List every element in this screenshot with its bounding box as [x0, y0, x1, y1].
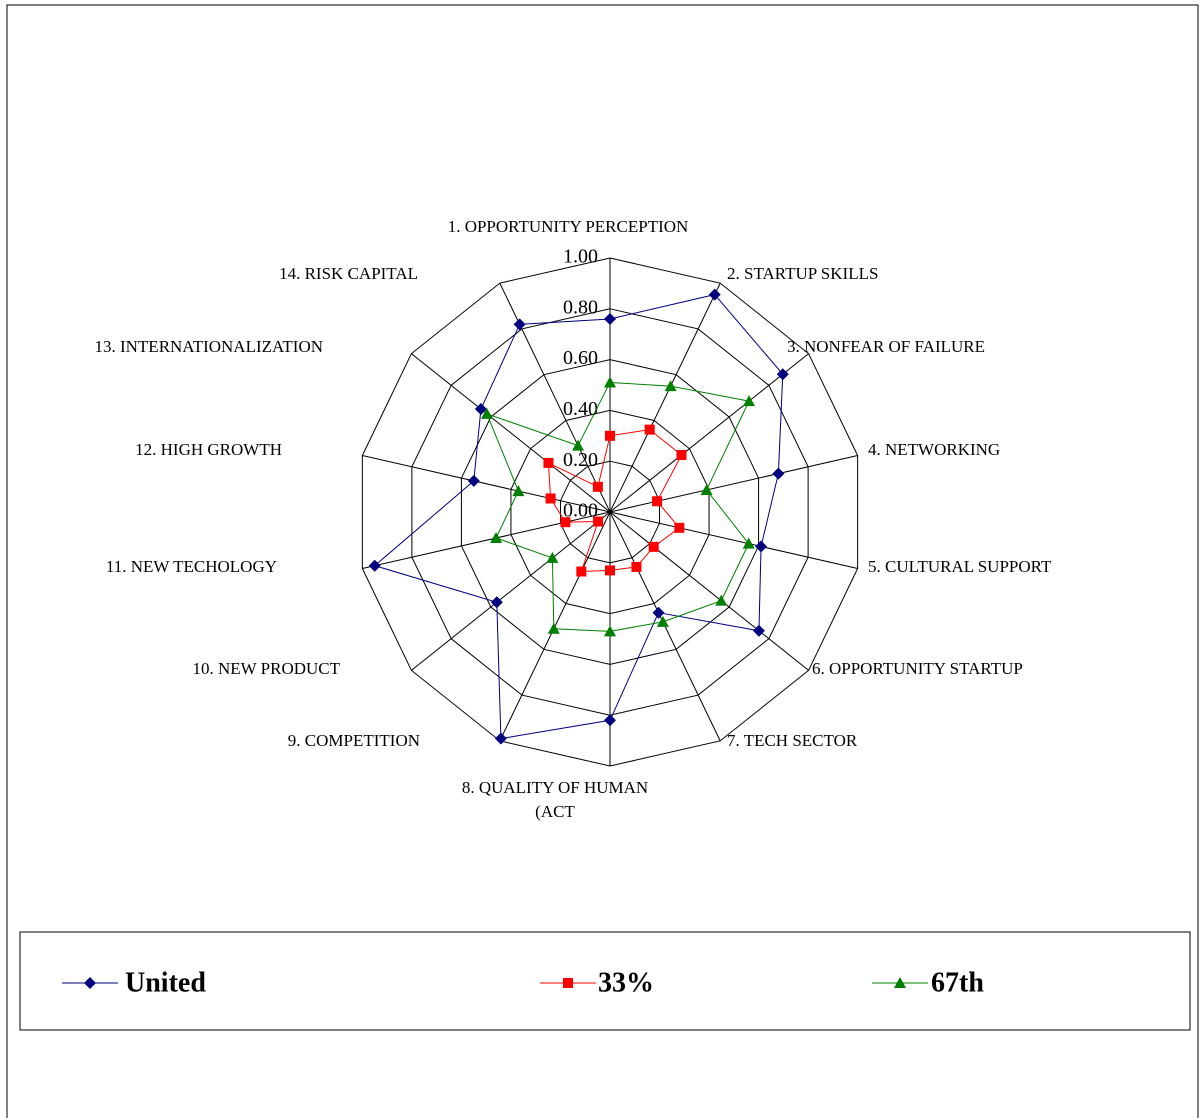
- spoke: [609, 511, 809, 671]
- y-tick-label: 0.40: [563, 398, 598, 420]
- data-point: [652, 606, 665, 619]
- data-point: [743, 395, 756, 407]
- spoke: [411, 353, 611, 513]
- data-point: [467, 474, 480, 487]
- category-label: 4. NETWORKING: [868, 440, 1000, 459]
- spoke: [609, 282, 721, 513]
- data-point: [593, 516, 604, 527]
- category-label-box: 8. QUALITY OF HUMAN (ACT: [461, 778, 649, 821]
- data-point: [560, 517, 571, 528]
- data-point: [480, 407, 493, 419]
- category-label: 5. CULTURAL SUPPORT: [868, 557, 1052, 576]
- data-point: [644, 424, 655, 435]
- y-tick-label: 0.60: [563, 347, 598, 369]
- data-point: [708, 288, 721, 301]
- data-point: [546, 551, 559, 563]
- data-point: [715, 594, 728, 606]
- spoke: [411, 511, 611, 671]
- data-point: [368, 559, 381, 572]
- data-point: [592, 481, 603, 492]
- data-point: [894, 977, 906, 988]
- data-point: [490, 531, 503, 543]
- legend-box: [19, 931, 1191, 1031]
- spoke: [609, 454, 858, 513]
- category-label: 10. NEW PRODUCT: [193, 659, 341, 678]
- data-point: [652, 496, 663, 507]
- legend-label: 33%: [598, 967, 654, 998]
- data-point: [490, 596, 503, 609]
- legend-label: 67th: [931, 967, 984, 998]
- data-point: [513, 318, 526, 331]
- category-label: 14. RISK CAPITAL: [279, 264, 418, 283]
- data-point: [776, 368, 789, 381]
- data-point: [604, 714, 616, 727]
- data-point: [543, 457, 554, 468]
- data-point: [755, 540, 768, 553]
- data-point: [752, 624, 765, 637]
- data-point: [563, 978, 573, 988]
- data-point: [494, 732, 507, 745]
- category-label: 3. NONFEAR OF FAILURE: [787, 337, 985, 356]
- data-point: [512, 485, 525, 497]
- data-point: [604, 376, 616, 388]
- data-point: [648, 541, 659, 552]
- y-tick-label: 0.00: [563, 500, 598, 522]
- data-point: [700, 483, 713, 495]
- spoke: [362, 454, 611, 513]
- data-point: [674, 522, 685, 533]
- category-label: 11. NEW TECHOLOGY: [106, 557, 277, 576]
- category-label: 2. STARTUP SKILLS: [727, 264, 878, 283]
- category-label: 7. TECH SECTOR: [727, 731, 858, 750]
- y-tick-label: 0.20: [563, 449, 598, 471]
- y-tick-label: 0.80: [563, 296, 598, 318]
- data-point: [547, 622, 560, 634]
- data-point: [576, 566, 587, 577]
- category-label: 12. HIGH GROWTH: [135, 440, 282, 459]
- spoke: [609, 511, 858, 570]
- category-label: 13. INTERNATIONALIZATION: [94, 337, 323, 356]
- data-point: [631, 561, 642, 572]
- data-point: [742, 537, 755, 549]
- data-point: [605, 565, 615, 576]
- legend-label: United: [125, 967, 206, 998]
- data-point: [664, 380, 677, 392]
- y-tick-label: 1.00: [563, 246, 598, 268]
- category-label: 6. OPPORTUNITY STARTUP: [812, 659, 1023, 678]
- data-point: [772, 467, 785, 480]
- category-label: 9. COMPETITION: [288, 731, 420, 750]
- category-label: 8. QUALITY OF HUMAN (ACT: [461, 778, 649, 821]
- data-point: [676, 449, 687, 460]
- spoke: [609, 353, 809, 513]
- category-label: 1. OPPORTUNITY PERCEPTION: [448, 217, 689, 236]
- data-point: [604, 312, 616, 325]
- data-point: [604, 625, 616, 637]
- data-point: [84, 977, 96, 989]
- data-point: [572, 439, 585, 451]
- data-point: [605, 430, 615, 441]
- data-point: [545, 493, 556, 504]
- data-point: [656, 615, 669, 627]
- data-point: [474, 403, 487, 416]
